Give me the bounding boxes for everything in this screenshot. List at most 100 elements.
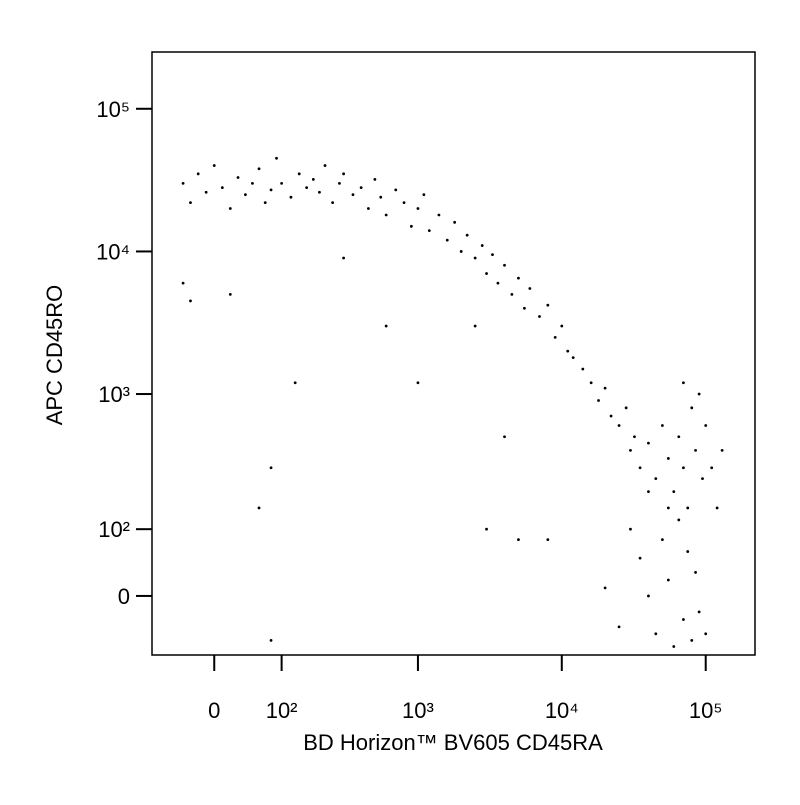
data-point [445,238,449,242]
data-point [491,253,494,257]
data-point [409,224,413,228]
data-point [503,435,506,439]
y-tick-label: 10³ [98,382,130,407]
data-point [422,193,426,197]
data-point [589,381,593,385]
data-point [485,527,488,531]
data-point [624,406,628,410]
data-point [293,381,297,385]
y-tick-label: 10⁵ [96,97,130,122]
data-point [603,386,607,390]
data-point [546,303,550,307]
data-point [629,448,632,452]
data-point [280,181,284,185]
data-point [323,164,327,167]
data-point [416,207,420,210]
data-point [647,490,650,494]
data-point [633,435,636,439]
data-point [560,324,564,328]
data-point [697,392,701,396]
data-point [677,435,681,439]
data-point [257,167,261,171]
data-point [503,263,506,267]
data-point [686,550,690,553]
data-point [342,172,345,176]
data-point [311,177,315,181]
data-point [181,181,185,185]
y-tick-label: 0 [118,584,130,609]
data-point [496,281,500,285]
data-point [666,578,670,582]
data-point [682,466,685,470]
data-point [181,281,185,285]
x-tick-label: 10⁴ [545,698,579,723]
data-point [629,527,632,531]
data-point [571,356,575,360]
data-point [701,477,704,481]
data-point [672,645,676,648]
data-point [485,272,488,275]
x-tick-label: 10⁵ [689,698,723,723]
data-point [682,381,685,385]
data-point [617,424,621,427]
data-point [473,324,477,328]
data-point [305,186,309,190]
data-point [384,213,388,217]
x-tick-label: 0 [208,698,220,723]
data-point [546,538,550,542]
data-point [682,618,685,621]
data-point [459,250,463,253]
data-point [269,188,273,192]
plot-frame [151,51,756,656]
data-point [269,466,273,470]
data-point [704,424,708,427]
data-point [694,448,697,452]
data-point [694,570,697,574]
data-point [647,594,650,598]
data-point [523,306,526,310]
data-point [379,195,383,199]
data-point [597,399,600,402]
data-point [690,638,694,642]
data-point [275,156,278,160]
data-point [654,477,658,481]
data-point [269,638,273,642]
data-point [465,233,469,237]
data-point [704,632,708,636]
data-point [473,256,477,260]
data-point [289,195,293,199]
data-point [538,315,541,318]
data-point [189,201,192,204]
data-point [638,556,642,560]
data-point [342,256,345,260]
data-point [480,244,484,247]
data-point [263,201,267,204]
data-point [677,518,681,522]
data-point [427,229,431,233]
data-point [228,292,232,296]
data-point [697,610,701,614]
x-axis-title: BD Horizon™ BV605 CD45RA [303,730,603,755]
data-point [510,292,514,296]
data-point [384,324,388,328]
data-point [394,188,398,192]
data-point [453,220,457,224]
data-point [617,625,621,629]
data-point [196,172,200,176]
data-point [212,164,216,167]
data-point [672,490,676,494]
data-point [666,457,670,460]
data-point [603,586,607,590]
x-tick-label: 10² [266,698,298,723]
data-point [715,506,719,510]
data-point [244,193,247,197]
data-point [686,506,690,510]
data-point [297,172,301,176]
data-point [528,287,532,290]
data-point [690,406,694,410]
data-point [220,186,224,190]
data-point [318,190,321,194]
y-tick-label: 10⁴ [96,239,130,264]
data-point [251,181,254,185]
data-point [566,349,570,353]
